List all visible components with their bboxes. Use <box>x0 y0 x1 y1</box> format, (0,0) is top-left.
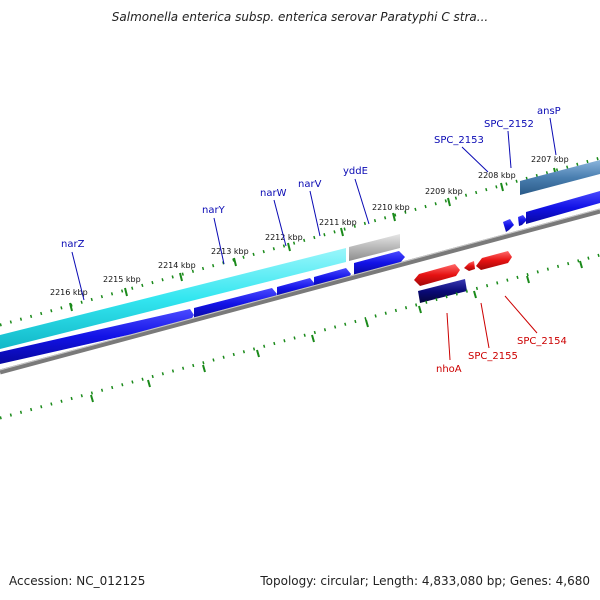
gene-SPC_2152[interactable] <box>518 215 527 226</box>
label-nhoA: nhoA <box>436 364 462 375</box>
tick-label-2209: 2209 kbp <box>425 187 463 196</box>
tick-label-2216: 2216 kbp <box>50 288 88 297</box>
tick-2215 <box>124 287 128 297</box>
label-narW: narW <box>260 188 287 199</box>
gene-nhoA[interactable] <box>418 279 467 303</box>
tick-2216 <box>69 302 73 312</box>
tick-label-2215: 2215 kbp <box>103 275 141 284</box>
tick-2213 <box>233 257 237 267</box>
tick-2209 <box>447 197 451 207</box>
accession-text: Accession: NC_012125 <box>9 574 146 588</box>
label-narZ: narZ <box>61 239 85 250</box>
gene-SPC_2155[interactable] <box>464 261 475 271</box>
label-narV: narV <box>298 179 322 190</box>
tick-2210 <box>392 212 396 222</box>
gene-yddE[interactable] <box>354 251 405 275</box>
tick-label-2208: 2208 kbp <box>478 171 516 180</box>
reverse-genes <box>414 251 512 303</box>
label-SPC_2152: SPC_2152 <box>484 119 534 130</box>
gene-SPC_2153[interactable] <box>503 219 514 232</box>
tick-label-2207: 2207 kbp <box>531 155 569 164</box>
tick-label-2214: 2214 kbp <box>158 261 196 270</box>
cyan-band-segment[interactable] <box>0 248 346 349</box>
label-ansP: ansP <box>537 106 561 117</box>
tick-label-2211: 2211 kbp <box>319 218 357 227</box>
gene-SPC_2154[interactable] <box>476 251 512 270</box>
backbone <box>0 208 600 375</box>
lower-major-ticks <box>90 260 583 403</box>
label-yddE: yddE <box>343 166 368 177</box>
label-narY: narY <box>202 205 226 216</box>
tick-2211 <box>340 227 344 237</box>
title: Salmonella enterica subsp. enterica sero… <box>111 10 489 24</box>
forward-gene-labels: narZ narY narW narV yddE SPC_2153 SPC_21… <box>61 106 561 250</box>
label-SPC_2153: SPC_2153 <box>434 135 484 146</box>
forward-leaders <box>71 117 557 301</box>
gene-ansP[interactable] <box>526 191 600 224</box>
label-SPC_2155: SPC_2155 <box>468 351 518 362</box>
topology-text: Topology: circular; Length: 4,833,080 bp… <box>260 574 590 588</box>
gray-band-segment[interactable] <box>349 234 400 261</box>
tick-label-2213: 2213 kbp <box>211 247 249 256</box>
tick-labels: 2216 kbp 2215 kbp 2214 kbp 2213 kbp 2212… <box>50 155 569 297</box>
gene-red-large[interactable] <box>414 264 460 286</box>
gene-narZ[interactable] <box>0 309 194 364</box>
tick-2214 <box>179 272 183 282</box>
tick-label-2210: 2210 kbp <box>372 203 410 212</box>
steelblue-band-segment[interactable] <box>520 160 600 195</box>
tick-2208 <box>500 182 504 192</box>
reverse-gene-labels: nhoA SPC_2155 SPC_2154 <box>436 336 567 375</box>
tick-2212 <box>287 242 291 252</box>
feature-band <box>0 160 600 349</box>
forward-genes <box>0 191 600 364</box>
label-SPC_2154: SPC_2154 <box>517 336 567 347</box>
reverse-leaders <box>446 295 538 361</box>
